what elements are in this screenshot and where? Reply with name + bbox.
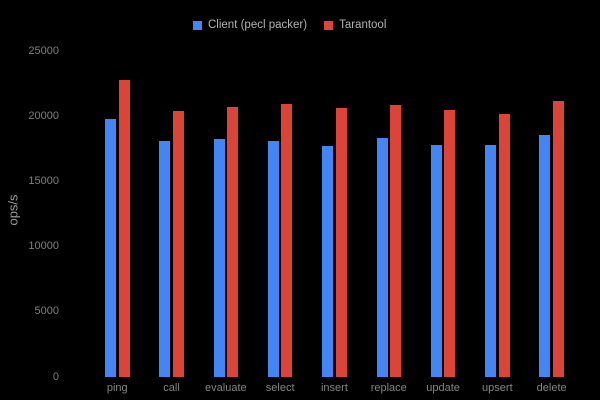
x-axis-label-delete: delete: [536, 382, 567, 394]
bar-client-pecl-packer-evaluate: [213, 138, 225, 377]
bar-tarantool-update: [444, 109, 456, 377]
bar-tarantool-replace: [390, 104, 401, 377]
legend-label-client: Client (pecl packer): [208, 19, 308, 31]
bar-client-pecl-packer-upsert: [485, 145, 497, 377]
bar-client-pecl-packer-call: [159, 140, 171, 377]
legend-label-tarantool: Tarantool: [339, 19, 387, 31]
bar-client-pecl-packer-replace: [376, 137, 388, 377]
y-axis-tick-20000: 20000: [28, 109, 59, 122]
x-axis-label-insert: insert: [320, 382, 348, 394]
bar-client-pecl-packer-update: [430, 144, 442, 377]
y-axis-tick-10000: 10000: [28, 240, 59, 253]
bar-tarantool-call: [172, 110, 184, 377]
bar-tarantool-upsert: [498, 113, 510, 377]
legend: Client (pecl packer) Tarantool: [193, 19, 386, 31]
bar-tarantool-evaluate: [227, 106, 239, 377]
legend-swatch-tarantool: [324, 20, 334, 30]
bar-tarantool-ping: [118, 79, 130, 377]
bar-client-pecl-packer-select: [267, 141, 279, 377]
bar-tarantool-insert: [335, 107, 347, 377]
y-axis-tick-25000: 25000: [28, 44, 59, 57]
x-axis-label-replace: replace: [370, 382, 407, 394]
legend-item-client: Client (pecl packer): [193, 19, 307, 31]
y-axis-tick-0: 0: [52, 370, 59, 383]
bar-client-pecl-packer-delete: [539, 134, 551, 377]
legend-swatch-client: [193, 20, 202, 30]
x-axis-label-ping: ping: [106, 382, 128, 394]
y-axis-tick-5000: 5000: [34, 305, 59, 318]
bar-tarantool-select: [281, 103, 293, 377]
legend-item-tarantool: Tarantool: [324, 19, 386, 31]
bar-client-pecl-packer-ping: [105, 118, 116, 377]
x-axis-label-upsert: upsert: [482, 382, 513, 394]
bar-client-pecl-packer-insert: [322, 145, 334, 377]
x-axis-label-update: update: [426, 382, 460, 394]
bar-tarantool-delete: [552, 100, 564, 377]
x-axis-label-evaluate: evaluate: [205, 382, 247, 394]
x-axis-label-select: select: [265, 382, 295, 394]
y-axis-tick-15000: 15000: [28, 174, 59, 187]
x-axis-label-call: call: [163, 382, 180, 394]
